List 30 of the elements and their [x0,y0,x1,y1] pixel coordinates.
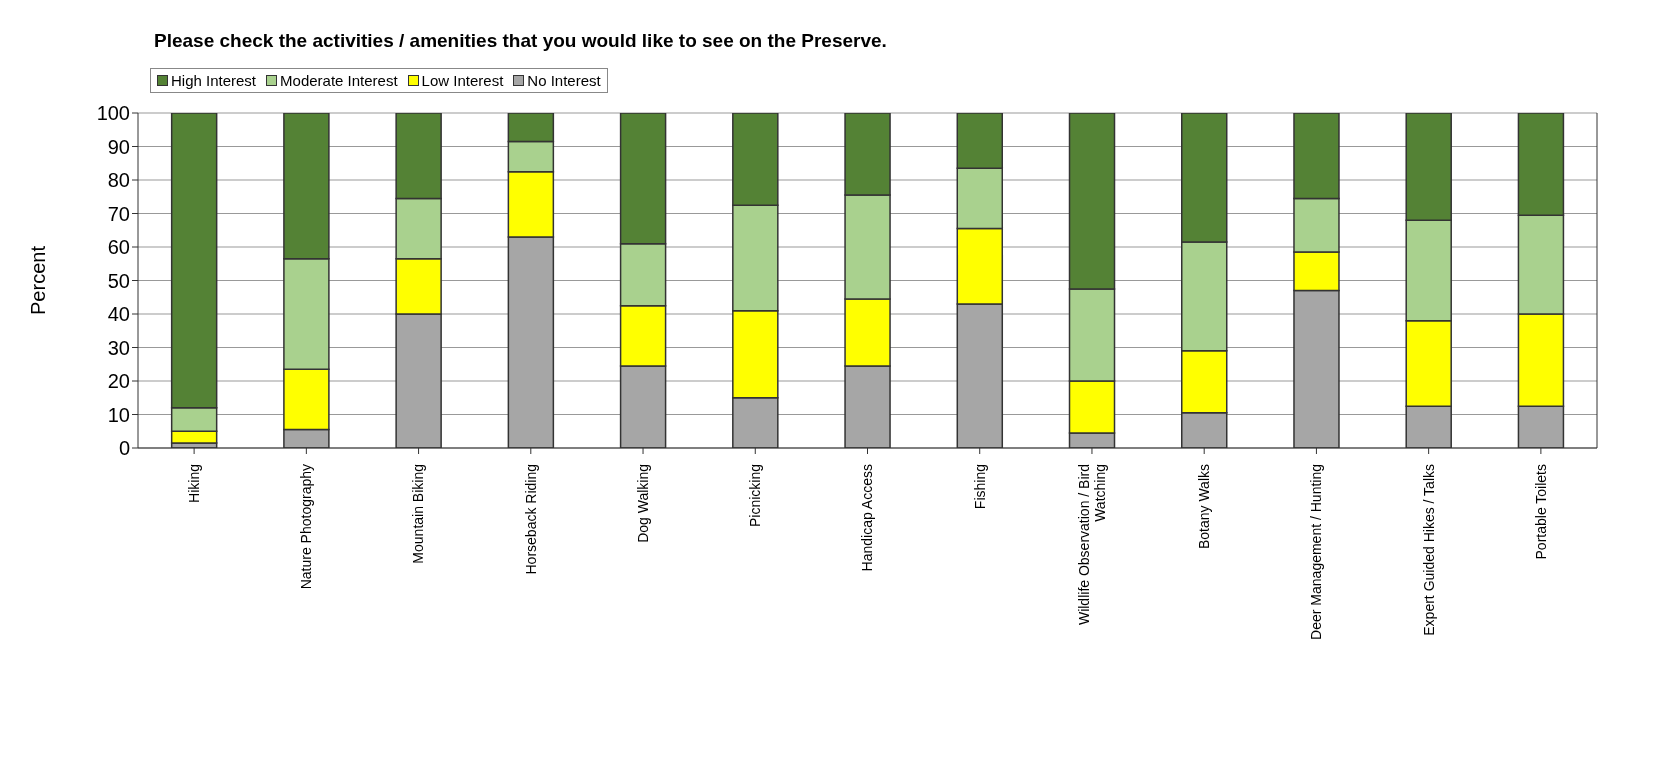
y-tick-label: 70 [107,202,130,225]
x-tick-label: Botany Walks [1196,464,1213,550]
x-tick-label: Deer Management / Hunting [1308,464,1325,640]
x-tick-label: Hiking [186,464,203,503]
y-tick-label: 100 [96,102,130,125]
legend-label: High Interest [170,72,257,89]
x-tick-label: Expert Guided Hikes / Talks [1420,464,1437,636]
x-tick-label: Nature Photography [298,464,315,590]
y-tick-label: 20 [107,370,130,393]
x-tick-label: Handicap Access [859,464,876,572]
y-tick-label: 80 [107,169,130,192]
y-tick-label: 30 [107,336,130,359]
x-tick-label: Portable Toilets [1532,464,1549,560]
y-tick-label: 90 [107,135,130,158]
x-tick-label: Mountain Biking [410,464,427,564]
y-tick-label: 0 [118,437,130,460]
y-tick-label: 40 [107,303,130,326]
x-tick-label: Horseback Riding [522,464,539,575]
x-tick-label: Fishing [971,464,988,510]
y-tick-label: 10 [107,403,130,426]
y-tick-label: 60 [107,236,130,259]
legend-label: Moderate Interest [279,72,398,89]
chart-title: Please check the activities / amenities that you would like to see on the Preserve. [154,30,888,52]
x-tick-label: Picnicking [747,464,764,528]
legend-label: No Interest [526,72,601,89]
legend-label: Low Interest [420,72,504,89]
x-tick-label: Dog Walking [634,464,651,543]
y-axis-title: Percent [27,245,50,315]
x-tick-label: Wildlife Observation / Bird Watching [1076,464,1108,626]
y-tick-label: 50 [107,269,130,292]
